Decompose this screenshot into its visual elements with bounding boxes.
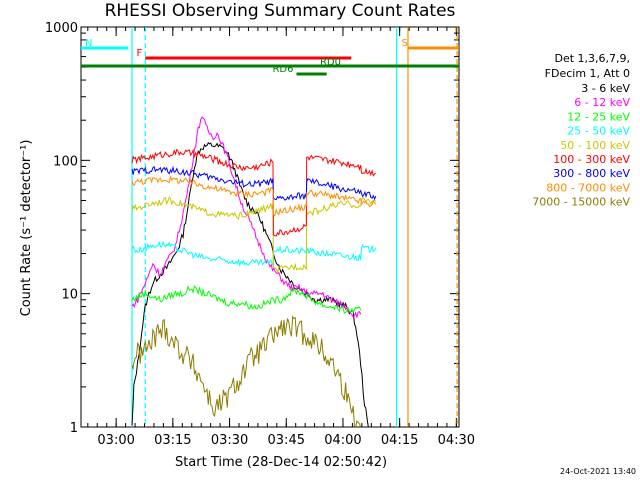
- series-line-300-800-kev: [131, 165, 377, 201]
- legend-item-300-800-kev: 300 - 800 keV: [553, 167, 630, 180]
- legend-item-50-100-kev: 50 - 100 keV: [560, 139, 630, 152]
- series-line-100-300-kev: [131, 148, 377, 237]
- flag-label-f: F: [136, 48, 142, 59]
- legend-item-6-12-kev: 6 - 12 keV: [574, 96, 630, 109]
- series-line-25-50-kev: [131, 240, 377, 268]
- x-tick-label: 03:00: [97, 433, 134, 448]
- x-axis-label: Start Time (28-Dec-14 02:50:42): [175, 455, 387, 470]
- y-tick-labels: 1 10 100 1000: [45, 21, 78, 436]
- series-line-3-6-kev: [131, 141, 369, 428]
- flag-label-s: S: [402, 38, 408, 49]
- legend-header-line-2: FDecim 1, Att 0: [545, 67, 630, 80]
- flag-label-n: N: [85, 38, 92, 49]
- flag-label-rd6: RD6: [272, 64, 293, 75]
- legend-item-12-25-kev: 12 - 25 keV: [567, 110, 630, 123]
- legend-item-100-300-kev: 100 - 300 keV: [553, 153, 630, 166]
- legend-item-800-7000-kev: 800 - 7000 keV: [546, 181, 630, 194]
- series-line-12-25-kev: [131, 285, 362, 315]
- y-axis-label: Count Rate (s⁻¹ detector⁻¹): [19, 140, 34, 317]
- legend-item-3-6-kev: 3 - 6 keV: [581, 82, 630, 95]
- y-tick-label: 1: [70, 421, 78, 436]
- legend-header-line-1: Det 1,3,6,7,9,: [554, 52, 630, 65]
- flag-bars: N F RD0 RD6 S: [81, 38, 459, 76]
- y-tick-label: 100: [53, 154, 78, 169]
- x-tick-labels: 03:00 03:15 03:30 03:45 04:00 04:15 04:30: [97, 433, 475, 448]
- x-tick-label: 03:45: [268, 433, 305, 448]
- x-tick-label: 04:15: [381, 433, 418, 448]
- timestamp: 24-Oct-2021 13:40: [560, 467, 636, 476]
- axis-ticks: [81, 27, 459, 428]
- attenuator-lines: [131, 27, 458, 427]
- x-tick-label: 04:00: [324, 433, 361, 448]
- x-tick-label: 03:15: [154, 433, 191, 448]
- y-tick-label: 10: [61, 288, 78, 303]
- legend-item-7000-15000-kev: 7000 - 15000 keV: [532, 196, 630, 209]
- plot-frame: [80, 26, 460, 428]
- data-series: [131, 116, 377, 428]
- x-tick-label: 03:30: [211, 433, 248, 448]
- series-line-50-100-kev: [131, 196, 377, 275]
- series-line-7000-15000-kev: [131, 315, 362, 428]
- legend-item-25-50-kev: 25 - 50 keV: [567, 125, 630, 138]
- x-tick-label: 04:30: [438, 433, 475, 448]
- y-tick-label: 1000: [45, 21, 78, 36]
- flag-label-rd0: RD0: [320, 57, 341, 68]
- series-line-800-7000-kev: [131, 174, 377, 217]
- legend: Det 1,3,6,7,9, FDecim 1, Att 0 3 - 6 keV…: [532, 52, 630, 209]
- chart-title: RHESSI Observing Summary Count Rates: [105, 1, 456, 21]
